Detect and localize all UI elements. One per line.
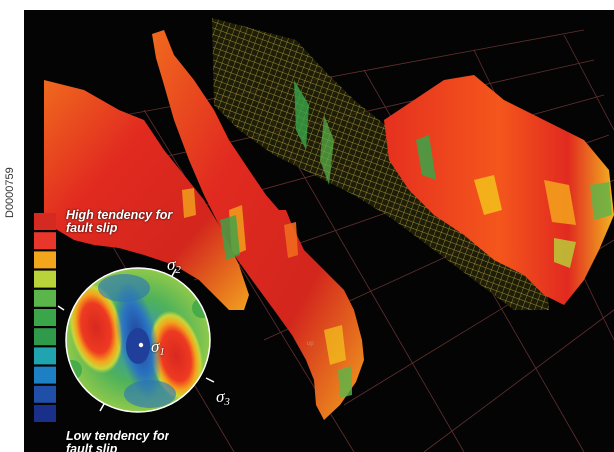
image-code-label: D0000759 bbox=[4, 146, 20, 266]
left-fault-surface bbox=[44, 80, 249, 310]
fault-surfaces-scene bbox=[34, 18, 614, 452]
slip-tendency-color-scale bbox=[34, 213, 56, 422]
legend-swatch bbox=[34, 347, 56, 365]
up-label: up bbox=[307, 341, 314, 347]
legend-high-line1: High tendency for bbox=[66, 208, 173, 222]
sigma2-symbol: σ bbox=[167, 255, 176, 274]
back-right-fault-surface bbox=[384, 75, 614, 305]
sigma1-marker bbox=[138, 342, 144, 348]
legend-swatch bbox=[34, 405, 56, 422]
fault-slip-3d-view: High tendency for fault slip Low tendenc… bbox=[24, 10, 614, 452]
legend-high-line2: fault slip bbox=[66, 221, 118, 235]
sigma3-label: σ3 bbox=[216, 388, 230, 411]
stereonet-tick-left bbox=[57, 305, 65, 311]
legend-high-label: High tendency for fault slip bbox=[66, 209, 172, 235]
legend-swatch bbox=[34, 385, 56, 403]
sigma1-symbol: σ bbox=[151, 337, 160, 356]
sigma2-label: σ2 bbox=[167, 256, 181, 279]
legend-low-label: Low tendency for fault slip bbox=[66, 430, 169, 452]
legend-swatch bbox=[34, 289, 56, 307]
legend-swatch bbox=[34, 270, 56, 288]
sigma2-index: 2 bbox=[175, 264, 181, 276]
legend-low-line1: Low tendency for bbox=[66, 430, 170, 443]
legend-swatch bbox=[34, 213, 56, 230]
sigma3-symbol: σ bbox=[216, 387, 225, 406]
image-code-text: D0000759 bbox=[4, 167, 16, 218]
front-left-fault-surface bbox=[152, 30, 364, 420]
stereonet-tick-right bbox=[205, 377, 215, 383]
legend-swatch bbox=[34, 232, 56, 250]
mesh-fault-surface bbox=[212, 18, 549, 310]
legend-swatch bbox=[34, 366, 56, 384]
stereonet-tick-bottom bbox=[99, 403, 105, 412]
legend-swatch bbox=[34, 309, 56, 326]
legend-swatch bbox=[34, 328, 56, 346]
stereonet-rim bbox=[65, 267, 211, 413]
sigma3-index: 3 bbox=[224, 396, 230, 408]
legend-low-line2: fault slip bbox=[66, 442, 118, 452]
stereonet-tick-top bbox=[171, 268, 177, 277]
stress-stereonet bbox=[57, 267, 215, 413]
sigma1-label: σ1 bbox=[151, 338, 165, 361]
sigma1-index: 1 bbox=[159, 346, 165, 358]
legend-swatch bbox=[34, 251, 56, 269]
